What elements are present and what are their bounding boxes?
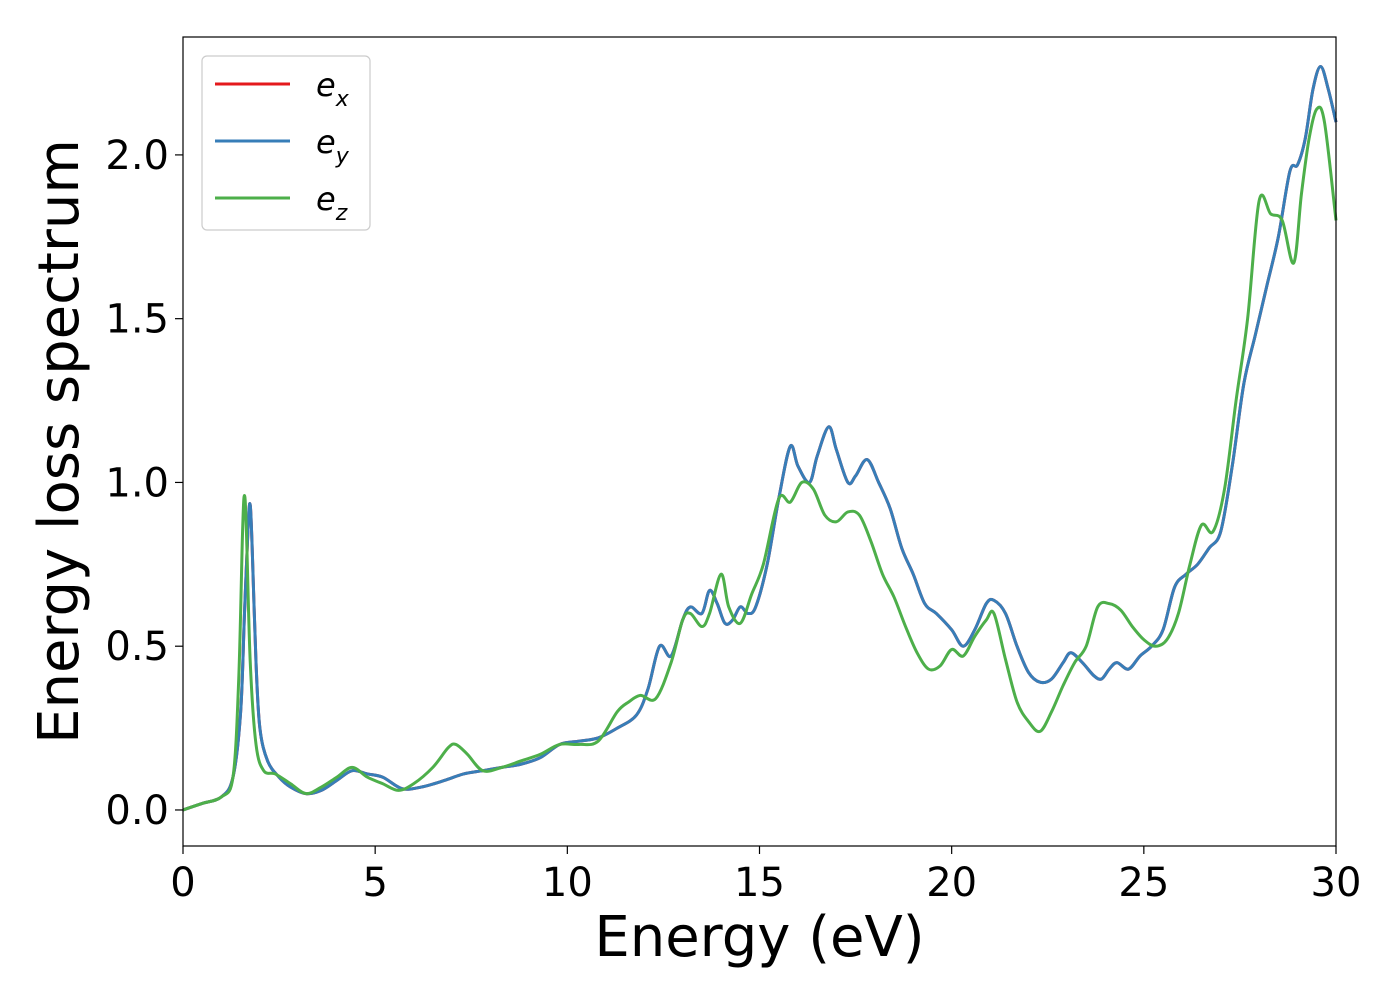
series-lines [182, 64, 1338, 812]
series-line-z [182, 105, 1338, 812]
legend-label-subscript: y [335, 144, 350, 169]
legend-label-base: e [316, 66, 336, 104]
legend-label-base: e [316, 180, 336, 218]
legend-box [201, 55, 371, 231]
y-tick-label: 2.0 [105, 133, 169, 179]
y-tick-label: 1.0 [105, 460, 169, 506]
x-tick-label: 5 [362, 860, 387, 906]
x-tick-label: 10 [542, 860, 593, 906]
axis-ticks: 0 5 10 15 20 25 30 0.0 0.5 1.0 1.5 2.0 [105, 133, 1361, 906]
y-axis-label: Energy loss spectrum [27, 139, 92, 744]
y-tick-label: 1.5 [105, 297, 169, 343]
legend-label-subscript: z [335, 201, 348, 226]
x-axis-label: Energy (eV) [594, 905, 924, 970]
x-tick-label: 0 [170, 860, 195, 906]
legend-label-base: e [316, 123, 336, 161]
legend-label-x: ex [316, 66, 350, 112]
x-tick-label: 20 [926, 860, 977, 906]
y-tick-label: 0.0 [105, 788, 169, 834]
x-tick-label: 30 [1311, 860, 1362, 906]
legend-label-z: ez [316, 180, 348, 226]
legend-label-y: ey [316, 123, 350, 169]
legend-label-subscript: x [335, 87, 350, 112]
x-tick-label: 15 [734, 860, 785, 906]
y-tick-label: 0.5 [105, 624, 169, 670]
x-tick-label: 25 [1118, 860, 1169, 906]
